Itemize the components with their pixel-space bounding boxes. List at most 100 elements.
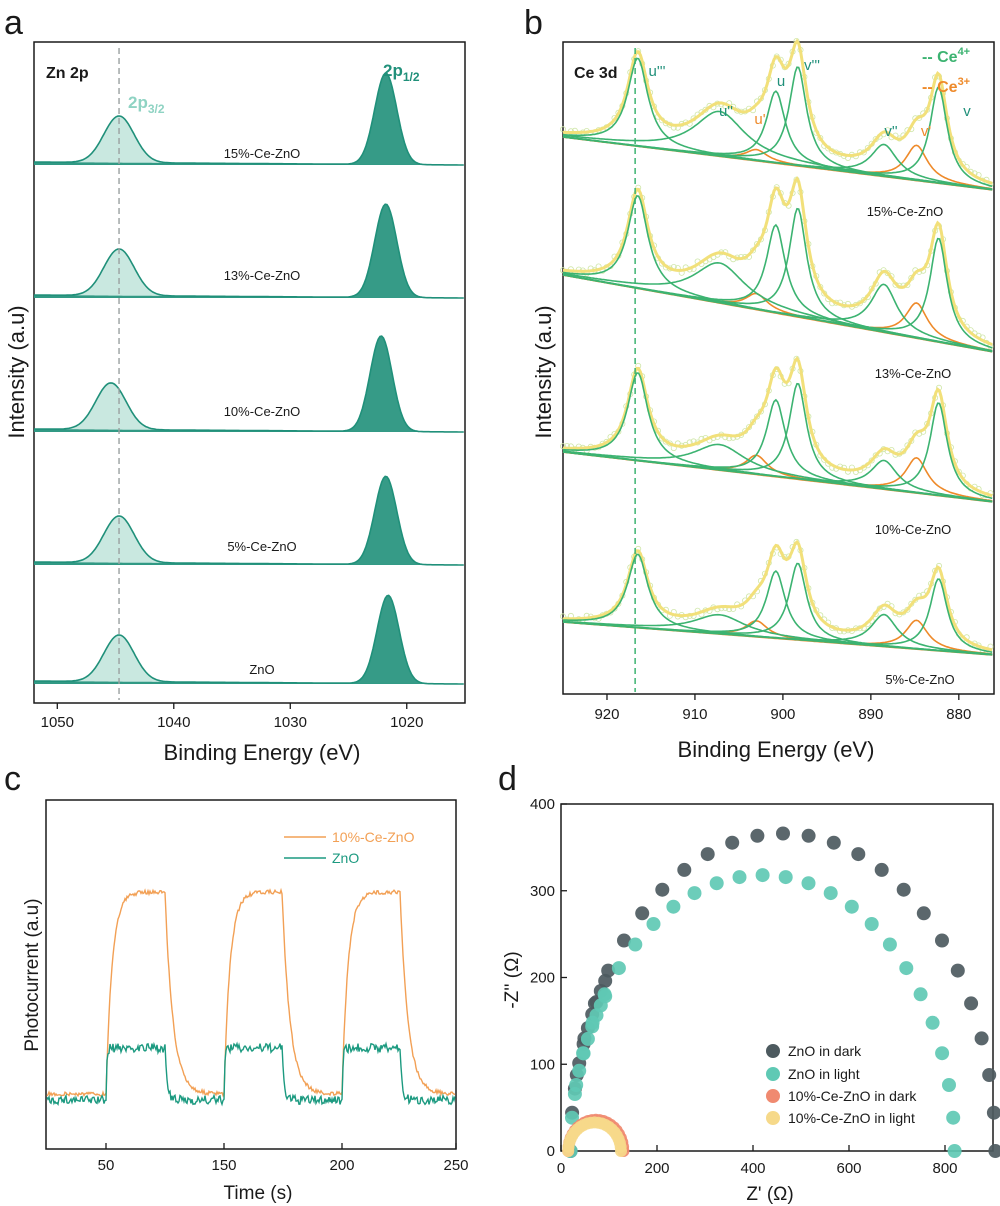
nyquist-point (844, 899, 859, 914)
sample-label: ZnO (249, 662, 274, 677)
peak-label: u''' (649, 63, 666, 80)
x-tick-label: 200 (644, 1160, 669, 1177)
x-tick-label: 150 (211, 1157, 236, 1174)
envelope-fit (562, 176, 993, 346)
ce4-component (563, 553, 993, 656)
nyquist-point (988, 1144, 1000, 1158)
nyquist-point (982, 1068, 997, 1082)
panel-letter-b: b (524, 4, 543, 42)
x-tick-label: 200 (329, 1157, 354, 1174)
panel-c-plot-area: 50 150 200 250 10%-Ce-ZnO ZnO (46, 829, 469, 1174)
sample-label: 13%-Ce-ZnO (875, 366, 952, 381)
nyquist-point (677, 862, 692, 877)
sample-label: 13%-Ce-ZnO (224, 268, 301, 283)
legend-ce4: -- Ce4+ (922, 46, 970, 66)
nyquist-point (615, 1145, 627, 1157)
y-tick-label: 400 (530, 796, 555, 813)
y-tick-label: 100 (530, 1056, 555, 1073)
ce4-component (562, 86, 993, 187)
raw-data-point (773, 53, 780, 60)
spectrum-line (33, 203, 464, 299)
peak-label-2p12: 2p1/2 (383, 61, 420, 84)
nyquist-point (580, 1031, 595, 1046)
nyquist-point (776, 826, 790, 841)
sample-label: 10%-Ce-ZnO (224, 404, 301, 419)
panel-letter-a: a (4, 4, 23, 42)
ce4-component (562, 237, 993, 349)
nyquist-point (576, 1046, 591, 1061)
nyquist-point (687, 886, 702, 901)
nyquist-point (916, 906, 931, 921)
peak-2p12-fill (34, 595, 465, 684)
peak-label-2p32: 2p3/2 (128, 93, 165, 116)
envelope-fit (562, 38, 993, 185)
panel-b-plot-area: 920 910 900 890 880 15%-Ce-ZnO 13%-Ce-ZnO 10%-C… (560, 38, 994, 723)
nyquist-point (899, 961, 914, 976)
legend-marker (766, 1111, 780, 1125)
panel-b-ylabel: Intensity (a.u) (531, 305, 556, 438)
nyquist-point (882, 937, 897, 952)
nyquist-point (974, 1031, 989, 1046)
panel-a-xlabel: Binding Energy (eV) (164, 740, 361, 765)
raw-data-point (868, 457, 875, 464)
nyquist-point (864, 917, 879, 931)
x-tick-label: 920 (594, 706, 619, 723)
x-tick-label: 250 (443, 1157, 468, 1174)
nyquist-point (732, 870, 747, 885)
spectrum-line (33, 475, 464, 566)
ce4-component (562, 372, 993, 503)
sample-label: 5%-Ce-ZnO (227, 539, 296, 554)
nyquist-point (986, 1105, 1000, 1120)
legend-label-zno: ZnO (332, 850, 359, 866)
raw-data-point (884, 270, 891, 277)
panel-c: 50 150 200 250 10%-Ce-ZnO ZnO Photocurrent (a… (22, 799, 469, 1204)
x-tick-label: 600 (836, 1160, 861, 1177)
nyquist-point (700, 847, 715, 862)
nyquist-point (823, 886, 838, 901)
x-tick-label: 1040 (157, 714, 190, 731)
x-tick-label: 1030 (274, 714, 307, 731)
peak-label: u' (754, 111, 765, 128)
series-line-10ce-zno (46, 887, 456, 1098)
panel-b-xlabel: Binding Energy (eV) (678, 737, 875, 762)
nyquist-point (896, 882, 911, 897)
panel-a-ylabel: Intensity (a.u) (4, 305, 29, 438)
nyquist-point (935, 1046, 950, 1061)
panel-d: 0 200 400 600 800 0 100 200 300 400 ZnO in dark ZnO… (502, 796, 1000, 1205)
nyquist-point (964, 996, 979, 1011)
y-tick-label: 200 (530, 970, 555, 987)
panel-b-frame (562, 41, 995, 695)
nyquist-point (635, 906, 650, 921)
panel-d-plot-area: 0 200 400 600 800 0 100 200 300 400 ZnO in dark ZnO… (530, 796, 1000, 1177)
panel-d-ylabel: -Z'' (Ω) (502, 951, 523, 1008)
envelope-fit (562, 539, 993, 652)
legend-label-10ce-zno: 10%-Ce-ZnO (332, 829, 415, 845)
x-tick-label: 50 (98, 1157, 115, 1174)
legend-marker (766, 1044, 780, 1058)
raw-data-point (860, 296, 867, 303)
nyquist-point (628, 937, 643, 952)
peak-2p12-fill (34, 204, 465, 298)
raw-data-point (904, 606, 911, 613)
x-tick-label: 900 (770, 706, 795, 723)
sample-label: 15%-Ce-ZnO (224, 146, 301, 161)
panel-d-xlabel: Z' (Ω) (746, 1184, 793, 1205)
x-tick-label: 1020 (390, 714, 423, 731)
peak-2p32-fill (34, 635, 465, 684)
nyquist-point (950, 963, 965, 978)
series-line-zno (46, 1041, 456, 1107)
nyquist-point (874, 862, 889, 877)
peak-label: v' (921, 123, 932, 140)
peak-2p32-fill (34, 116, 465, 165)
nyquist-point (666, 899, 681, 914)
peak-2p12-fill (34, 73, 465, 165)
panel-c-frame (45, 799, 457, 1150)
y-tick-label: 0 (547, 1143, 555, 1160)
nyquist-point (611, 961, 626, 976)
x-tick-label: 910 (682, 706, 707, 723)
nyquist-point (572, 1063, 587, 1078)
sample-label: 5%-Ce-ZnO (885, 672, 954, 687)
raw-data-point (560, 126, 567, 133)
panel-c-ylabel: Photocurrent (a.u) (22, 898, 43, 1051)
legend-label: 10%-Ce-ZnO in light (788, 1110, 915, 1126)
